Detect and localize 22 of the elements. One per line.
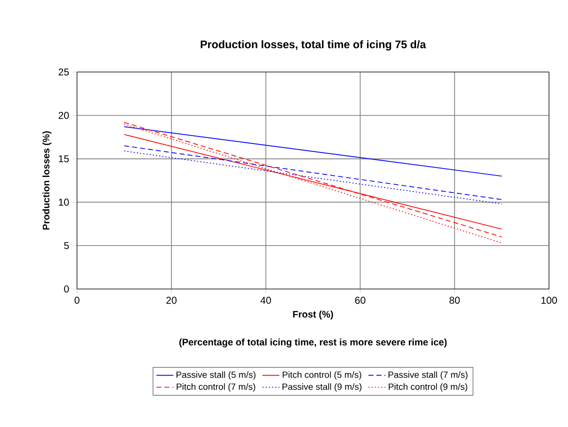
legend-label: Pitch control (9 m/s)	[388, 383, 468, 392]
y-axis-title: Production losses (%)	[42, 131, 52, 230]
legend-label: Passive stall (7 m/s)	[388, 371, 468, 380]
y-tick-label: 25	[58, 68, 69, 76]
x-tick-label: 100	[541, 296, 557, 304]
y-tick-label: 10	[58, 198, 69, 206]
x-tick-label: 0	[74, 296, 80, 304]
y-tick-label: 0	[64, 285, 69, 293]
text: (Percentage of total icing time, rest is more severe rime ice)	[179, 338, 447, 348]
x-axis-title: Frost (%)	[293, 310, 334, 320]
chart-title: Production losses, total time of icing 75 d/a	[200, 40, 426, 51]
legend-label: Pitch control (5 m/s)	[282, 371, 362, 380]
legend-label: Pitch control (7 m/s)	[176, 383, 256, 392]
legend-label: Passive stall (5 m/s)	[176, 371, 256, 380]
y-tick-label: 20	[58, 112, 69, 119]
y-tick-label: 15	[58, 155, 69, 162]
legend-label: Passive stall (9 m/s)	[282, 383, 362, 392]
x-tick-label: 20	[166, 296, 177, 304]
x-tick-label: 40	[260, 296, 271, 304]
y-tick-label: 5	[64, 242, 69, 250]
x-tick-label: 80	[450, 296, 460, 304]
x-tick-label: 60	[355, 296, 366, 304]
